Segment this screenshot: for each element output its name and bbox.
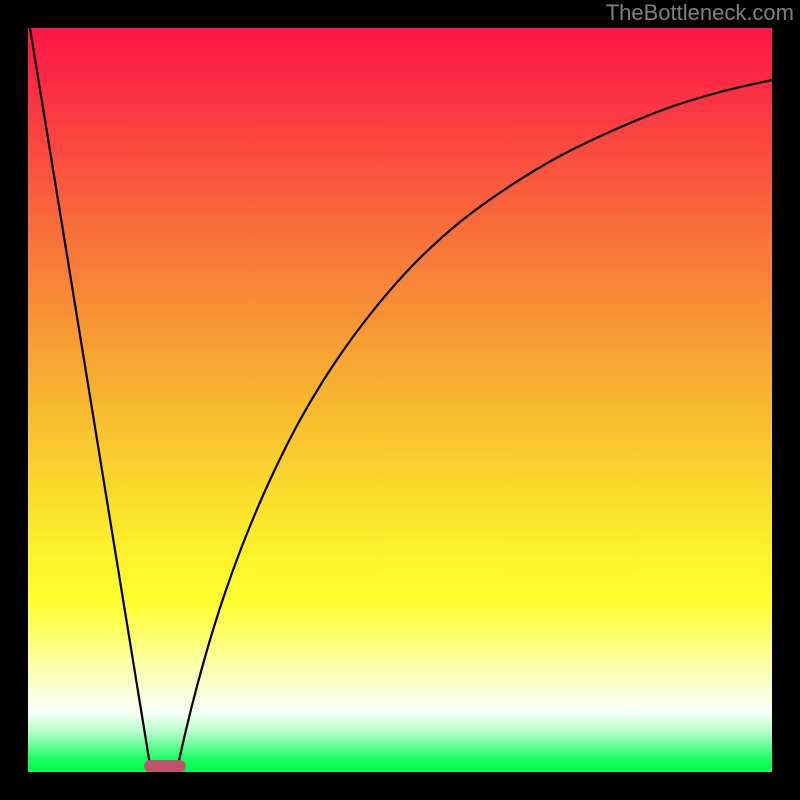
plot-background [28, 28, 772, 772]
chart-svg [0, 0, 800, 800]
minimum-marker [144, 760, 186, 772]
watermark-text: TheBottleneck.com [606, 0, 794, 26]
chart-container: TheBottleneck.com [0, 0, 800, 800]
